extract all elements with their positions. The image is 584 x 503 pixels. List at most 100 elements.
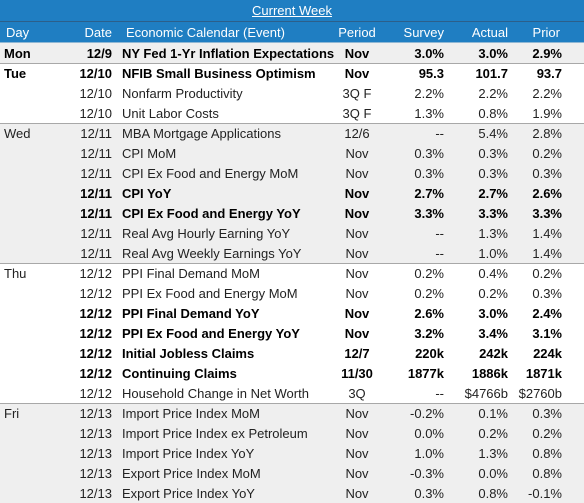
cell-event: CPI MoM <box>122 145 177 161</box>
cell-date: 12/12 <box>79 365 112 381</box>
cell-date: 12/11 <box>80 225 112 241</box>
cell-actual: 0.3% <box>478 165 508 181</box>
cell-event: MBA Mortgage Applications <box>122 126 281 141</box>
table-row: 12/12 PPI Final Demand YoY Nov 2.6% 3.0%… <box>0 303 584 323</box>
cell-period: Nov <box>345 245 369 261</box>
cell-survey: 0.2% <box>414 285 444 301</box>
cell-period: 3Q F <box>342 105 372 121</box>
cell-period: Nov <box>345 445 369 461</box>
header-prior: Prior <box>532 24 560 40</box>
header-survey: Survey <box>403 24 444 40</box>
cell-actual: 0.3% <box>478 145 508 161</box>
cell-prior: 0.3% <box>532 406 562 421</box>
cell-date: 12/11 <box>80 205 112 221</box>
cell-date: 12/10 <box>79 66 112 81</box>
cell-period: Nov <box>344 205 370 221</box>
cell-survey: 0.0% <box>414 425 444 441</box>
cell-actual: 1.0% <box>478 245 508 261</box>
cell-event: Real Avg Hourly Earning YoY <box>122 225 291 241</box>
table-row: 12/13 Export Price Index YoY Nov 0.3% 0.… <box>0 483 584 503</box>
cell-period: 12/7 <box>344 345 370 361</box>
cell-period: Nov <box>345 225 369 241</box>
cell-date: 12/13 <box>79 445 112 461</box>
cell-actual: 3.0% <box>478 305 508 321</box>
table-row: 12/11 Real Avg Weekly Earnings YoY Nov -… <box>0 243 584 263</box>
cell-actual: $4766b <box>464 385 508 401</box>
cell-day: Thu <box>4 266 27 281</box>
cell-prior: -0.1% <box>528 485 562 501</box>
cell-period: Nov <box>344 305 370 321</box>
cell-date: 12/12 <box>79 266 112 281</box>
cell-day: Tue <box>4 66 27 81</box>
table-row: 12/12 PPI Ex Food and Energy YoY Nov 3.2… <box>0 323 584 343</box>
cell-event: NFIB Small Business Optimism <box>122 66 316 81</box>
cell-event: PPI Final Demand YoY <box>122 305 260 321</box>
cell-survey: 3.3% <box>414 205 444 221</box>
cell-date: 12/12 <box>79 325 112 341</box>
cell-date: 12/12 <box>79 285 112 301</box>
cell-prior: 0.2% <box>532 266 562 281</box>
cell-period: Nov <box>345 406 369 421</box>
cell-date: 12/12 <box>79 345 112 361</box>
table-row: Thu 12/12 PPI Final Demand MoM Nov 0.2% … <box>0 263 584 283</box>
cell-actual: 1.3% <box>478 445 508 461</box>
cell-survey: 3.0% <box>414 45 444 61</box>
cell-prior: 1871k <box>525 365 562 381</box>
cell-period: Nov <box>345 145 369 161</box>
cell-period: Nov <box>344 45 370 61</box>
cell-event: Export Price Index YoY <box>122 485 255 501</box>
cell-prior: 2.2% <box>532 85 562 101</box>
cell-survey: 3.2% <box>414 325 444 341</box>
cell-survey: -- <box>435 126 444 141</box>
cell-period: Nov <box>344 66 370 81</box>
cell-event: Continuing Claims <box>122 365 237 381</box>
table-row: 12/11 CPI YoY Nov 2.7% 2.7% 2.6% <box>0 183 584 203</box>
cell-survey: 2.7% <box>414 185 444 201</box>
cell-event: Import Price Index YoY <box>122 445 255 461</box>
cell-date: 12/12 <box>79 305 112 321</box>
cell-actual: 5.4% <box>478 126 508 141</box>
table-row: 12/11 CPI Ex Food and Energy YoY Nov 3.3… <box>0 203 584 223</box>
cell-event: CPI YoY <box>122 185 172 201</box>
cell-day: Mon <box>4 45 31 61</box>
cell-prior: 1.4% <box>532 225 562 241</box>
cell-period: 12/6 <box>344 126 370 141</box>
table-row: 12/11 CPI Ex Food and Energy MoM Nov 0.3… <box>0 163 584 183</box>
cell-prior: 1.4% <box>532 245 562 261</box>
table-row: Tue 12/10 NFIB Small Business Optimism N… <box>0 63 584 83</box>
cell-event: PPI Final Demand MoM <box>122 266 260 281</box>
cell-day: Wed <box>4 126 31 141</box>
cell-survey: 1.3% <box>414 105 444 121</box>
cell-event: PPI Ex Food and Energy MoM <box>122 285 298 301</box>
cell-prior: $2760b <box>518 385 562 401</box>
table-row: 12/13 Import Price Index ex Petroleum No… <box>0 423 584 443</box>
cell-actual: 0.2% <box>478 425 508 441</box>
cell-prior: 0.2% <box>532 425 562 441</box>
cell-event: Real Avg Weekly Earnings YoY <box>122 245 302 261</box>
cell-period: Nov <box>345 465 369 481</box>
cell-survey: -0.2% <box>410 406 444 421</box>
current-week-link[interactable]: Current Week <box>252 3 332 18</box>
cell-prior: 2.4% <box>532 305 562 321</box>
column-header-row: Day Date Economic Calendar (Event) Perio… <box>0 22 584 43</box>
cell-date: 12/12 <box>79 385 112 401</box>
cell-prior: 3.1% <box>532 325 562 341</box>
cell-actual: 0.4% <box>478 266 508 281</box>
table-row: 12/13 Export Price Index MoM Nov -0.3% 0… <box>0 463 584 483</box>
cell-survey: 1877k <box>407 365 444 381</box>
header-event: Economic Calendar (Event) <box>126 24 285 40</box>
cell-event: Unit Labor Costs <box>122 105 219 121</box>
cell-actual: 101.7 <box>475 66 508 81</box>
cell-prior: 1.9% <box>532 105 562 121</box>
cell-event: PPI Ex Food and Energy YoY <box>122 325 300 341</box>
cell-survey: 1.0% <box>414 445 444 461</box>
cell-survey: -- <box>435 385 444 401</box>
cell-period: 11/30 <box>341 365 373 381</box>
header-date: Date <box>84 24 112 40</box>
cell-prior: 224k <box>533 345 562 361</box>
cell-actual: 0.2% <box>478 285 508 301</box>
header-period: Period <box>338 24 376 40</box>
cell-day: Fri <box>4 406 20 421</box>
cell-survey: -0.3% <box>410 465 444 481</box>
